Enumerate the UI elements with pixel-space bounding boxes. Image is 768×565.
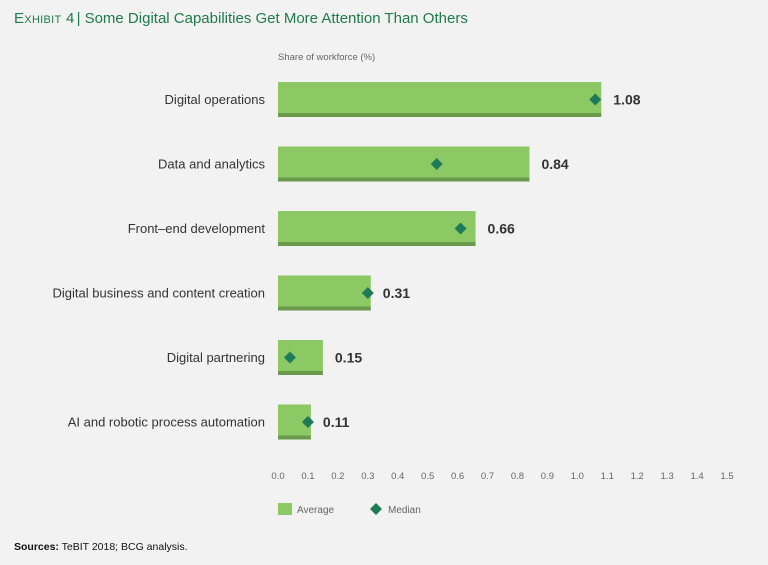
median-marker	[301, 416, 314, 428]
average-bar	[278, 340, 323, 371]
x-tick-label: 0.6	[451, 471, 464, 482]
value-label: 0.84	[541, 156, 568, 172]
exhibit-title: Exhibit 4 | Some Digital Capabilities Get …	[14, 10, 468, 27]
value-label: 0.66	[488, 221, 515, 237]
average-bar-shadow	[278, 435, 311, 440]
category-label: AI and robotic process automation	[68, 415, 265, 430]
category-label: Digital partnering	[167, 350, 265, 365]
average-bar-shadow	[278, 177, 530, 182]
average-bar	[278, 211, 476, 242]
x-tick-label: 0.8	[511, 471, 524, 482]
title-text: Some Digital Capabilities Get More Atten…	[84, 10, 468, 27]
legend-median-marker	[370, 503, 382, 515]
category-label: Data and analytics	[158, 157, 265, 172]
legend: Average Median	[278, 503, 421, 516]
x-tick-label: 0.2	[331, 471, 344, 482]
x-tick-label: 1.1	[601, 471, 614, 482]
x-tick-label: 0.9	[541, 471, 554, 482]
x-tick-label: 0.7	[481, 471, 494, 482]
median-marker	[454, 222, 467, 235]
sources-note: Sources: TeBIT 2018; BCG analysis.	[14, 541, 188, 553]
x-tick-label: 1.3	[661, 471, 674, 482]
legend-average-label: Average	[297, 505, 335, 516]
exhibit-number: Exhibit 4	[14, 10, 75, 27]
x-tick-label: 1.5	[720, 471, 733, 482]
x-tick-label: 0.0	[271, 471, 284, 482]
category-label: Front–end development	[128, 221, 266, 236]
value-label: 0.15	[335, 350, 362, 366]
median-marker	[430, 158, 443, 170]
sources-text: TeBIT 2018; BCG analysis.	[61, 541, 188, 553]
average-bar	[278, 275, 371, 307]
average-bar	[278, 82, 602, 113]
category-label: Digital operations	[165, 92, 266, 107]
x-tick-label: 0.5	[421, 471, 434, 482]
value-label: 1.08	[613, 92, 640, 108]
bars-layer: Digital operations 1.08 Data and analytics…	[53, 82, 641, 440]
title-separator: |	[76, 10, 81, 27]
median-marker	[361, 287, 374, 299]
legend-median-label: Median	[388, 505, 421, 516]
axis-title: Share of workforce (%)	[278, 52, 375, 63]
bar-chart: Share of workforce (%) Digital operation…	[53, 52, 734, 516]
value-label: 0.11	[323, 414, 350, 430]
average-bar-shadow	[278, 371, 323, 375]
median-marker	[283, 351, 296, 364]
median-marker	[589, 93, 602, 106]
average-bar-shadow	[278, 306, 371, 311]
legend-average-swatch	[278, 503, 292, 515]
value-label: 0.31	[383, 285, 410, 301]
x-tick-label: 0.1	[301, 471, 314, 482]
average-bar-shadow	[278, 242, 476, 246]
x-tick-label: 1.2	[631, 471, 644, 482]
category-label: Digital business and content creation	[53, 286, 265, 301]
sources-label: Sources:	[14, 541, 59, 553]
x-axis-ticks: 0.0 0.1 0.2 0.3 0.4 0.5 0.6 0.7 0.8 0.9 1.0 1.1 1.2 1…	[271, 471, 733, 482]
average-bar-shadow	[278, 113, 602, 117]
x-tick-label: 1.0	[571, 471, 584, 482]
x-tick-label: 1.4	[690, 471, 703, 482]
x-tick-label: 0.4	[391, 471, 404, 482]
average-bar	[278, 146, 530, 178]
x-tick-label: 0.3	[361, 471, 374, 482]
